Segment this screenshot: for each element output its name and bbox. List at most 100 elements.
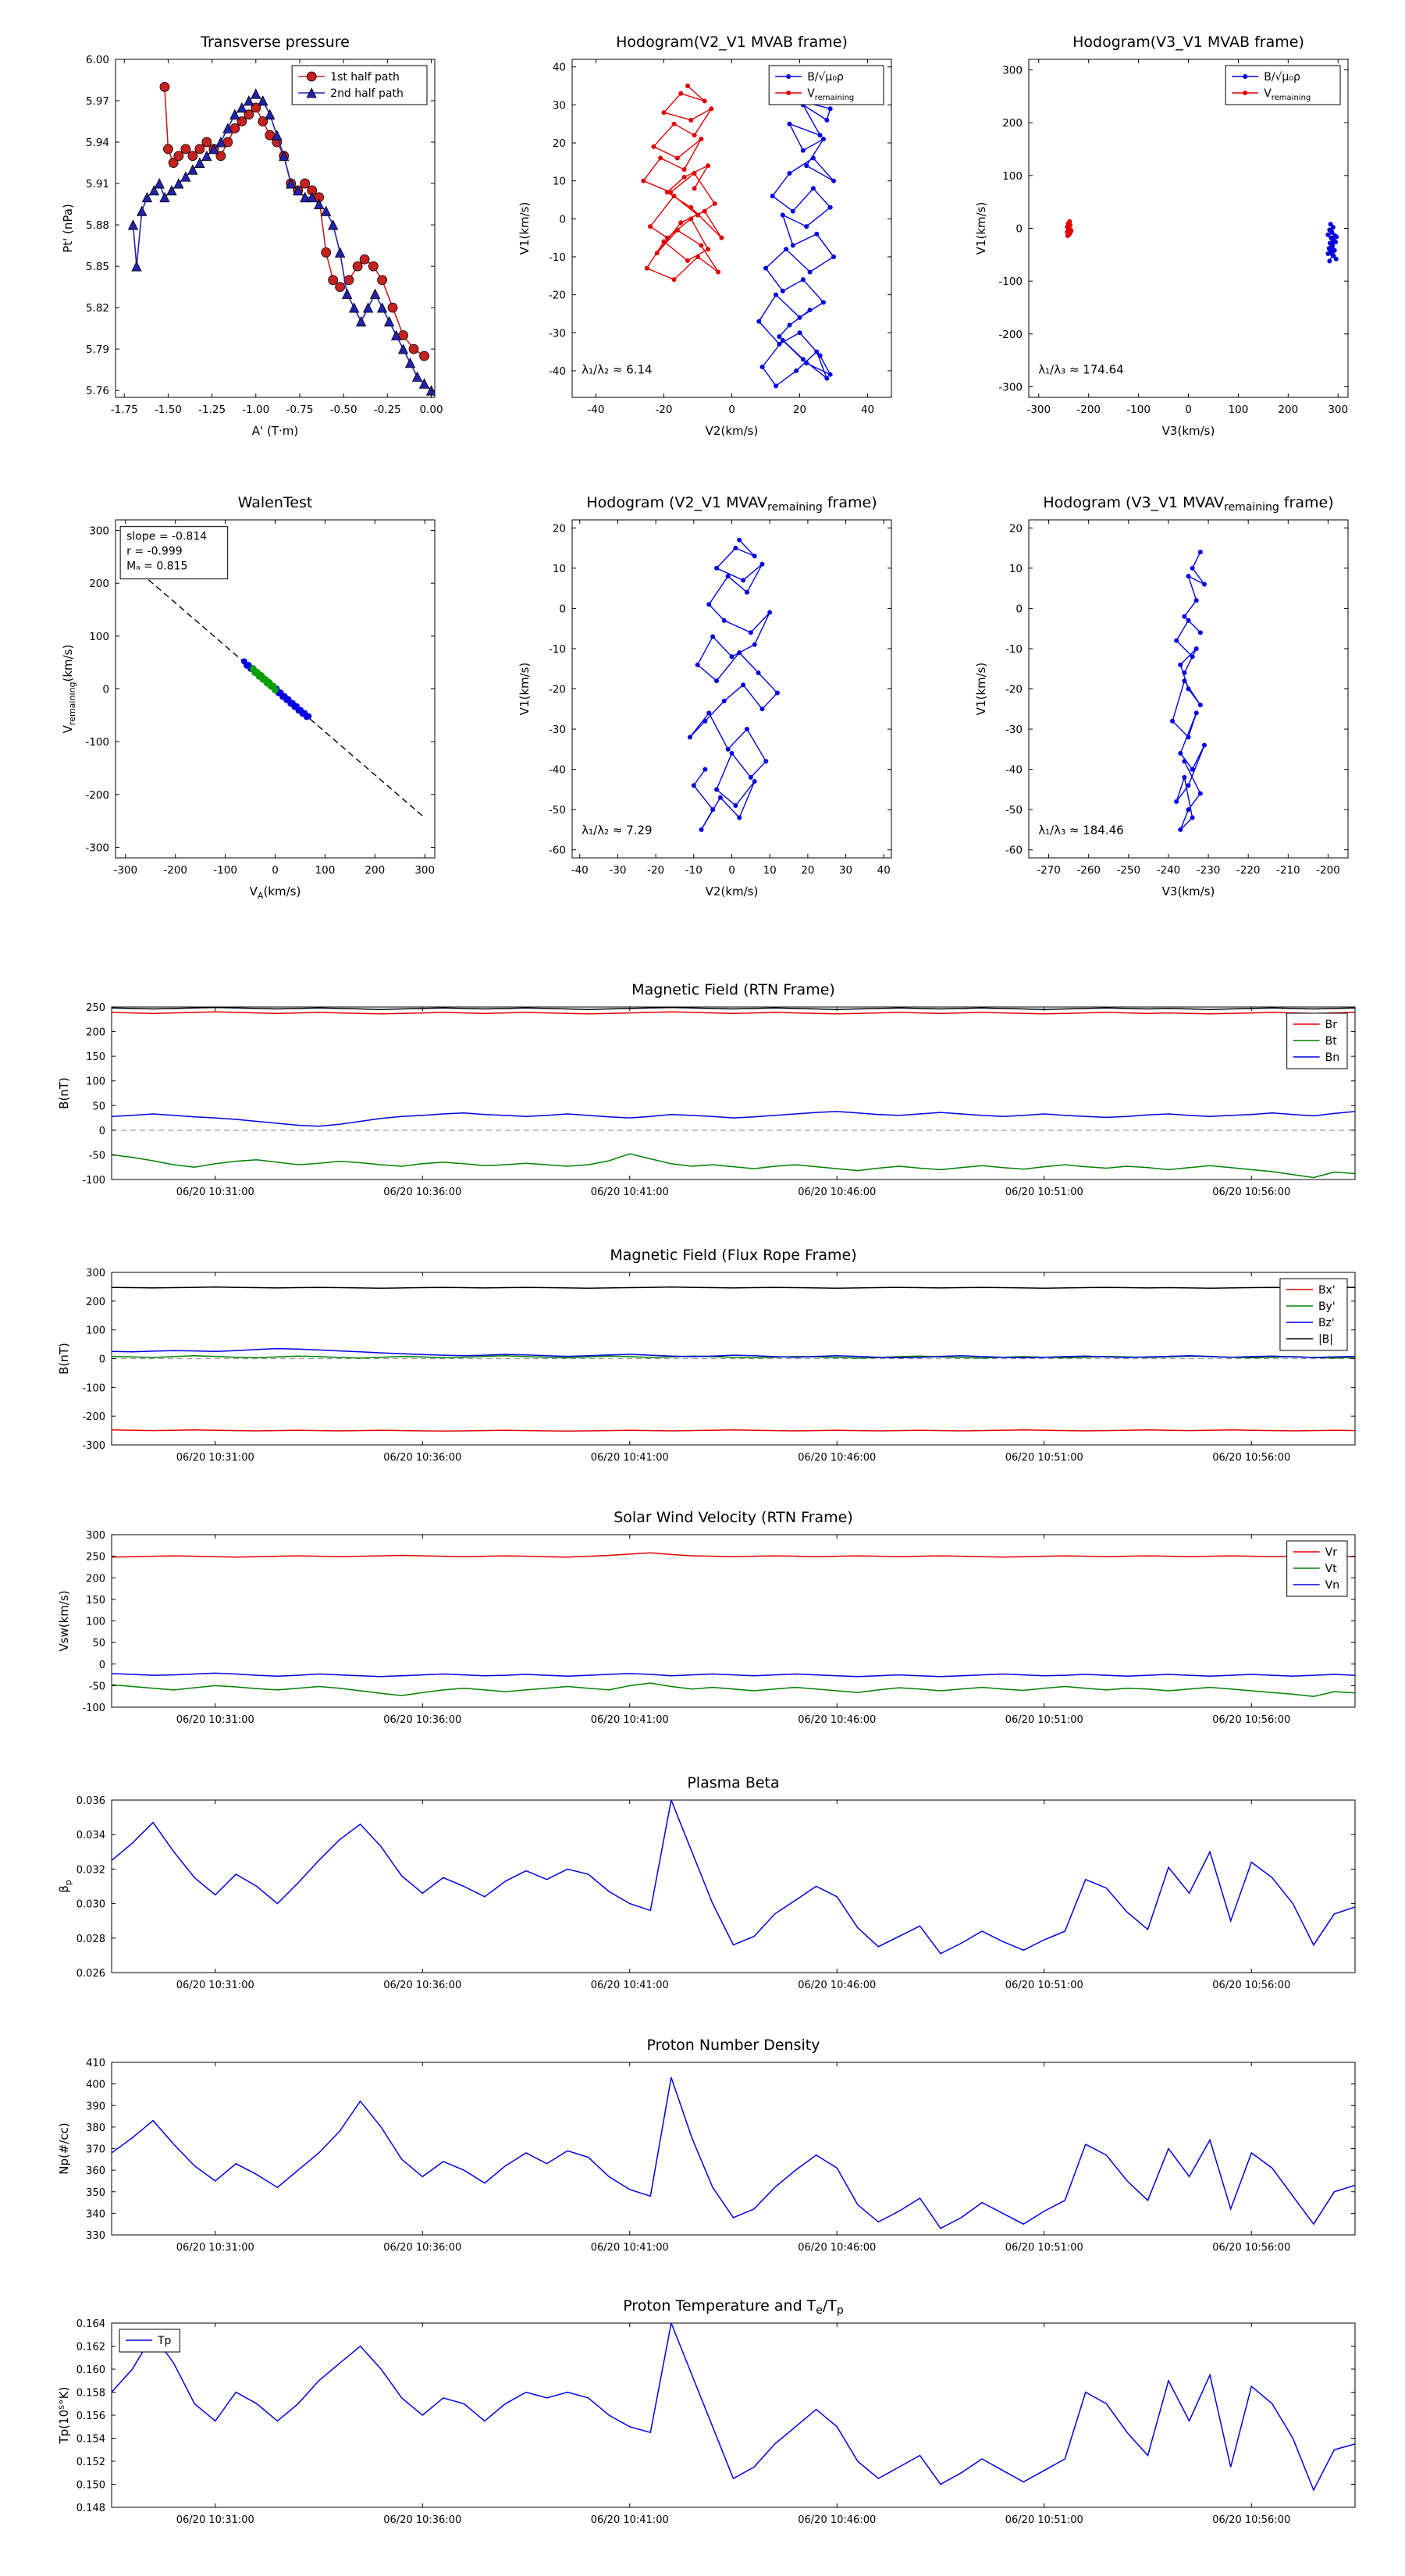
hodogram-v2v1-mvav-v-hodogram: [689, 539, 778, 831]
svg-text:-50: -50: [89, 1681, 105, 1692]
svg-text:5.79: 5.79: [86, 343, 109, 356]
svg-text:0.152: 0.152: [76, 2457, 105, 2468]
svg-text:Hodogram(V3_V1 MVAB frame): Hodogram(V3_V1 MVAB frame): [1072, 34, 1304, 51]
svg-text:-20: -20: [647, 864, 664, 877]
svg-text:Vn: Vn: [1325, 1579, 1339, 1592]
svg-text:V2(km/s): V2(km/s): [706, 424, 759, 438]
svg-text:0: 0: [1016, 223, 1023, 236]
svg-text:-20: -20: [1005, 684, 1023, 696]
vsw-rtn-vn: [112, 1672, 1355, 1678]
svg-text:Hodogram(V2_V1 MVAB frame): Hodogram(V2_V1 MVAB frame): [616, 34, 848, 51]
plot-hodogram-v2v1-mvav: -40 -30 -20 -10 0 10 20 30 40 -60 -50 -40 -30 -20 -10 0…: [503, 482, 905, 908]
mag-rtn-b-magnitude: [112, 1007, 1355, 1010]
svg-text:-0.50: -0.50: [330, 404, 357, 416]
svg-text:-1.75: -1.75: [111, 404, 138, 416]
svg-text:-240: -240: [1157, 864, 1181, 877]
svg-text:06/20 10:36:00: 06/20 10:36:00: [383, 1452, 461, 1464]
svg-text:400: 400: [86, 2080, 105, 2091]
svg-text:-200: -200: [1316, 864, 1340, 877]
svg-text:06/20 10:56:00: 06/20 10:56:00: [1212, 2242, 1290, 2254]
svg-text:06/20 10:36:00: 06/20 10:36:00: [383, 2242, 461, 2254]
svg-text:250: 250: [86, 1552, 105, 1564]
svg-text:0.034: 0.034: [76, 1830, 105, 1841]
svg-text:-200: -200: [85, 789, 109, 802]
svg-text:-100: -100: [998, 276, 1023, 288]
chart-svg-proton-density: 06/20 10:31:00 06/20 10:36:00 06/20 10:41:…: [57, 2037, 1356, 2254]
svg-text:100: 100: [1002, 170, 1023, 183]
svg-text:-200: -200: [998, 329, 1023, 341]
plot-magnetic-field-fluxrope: 06/20 10:31:00 06/20 10:36:00 06/20 10:41:…: [43, 1243, 1366, 1481]
svg-text:-100: -100: [82, 1175, 105, 1187]
svg-text:-20: -20: [655, 404, 672, 416]
mag-rtn-bn: [112, 1111, 1355, 1127]
svg-text:5.97: 5.97: [86, 95, 109, 108]
svg-text:V2(km/s): V2(km/s): [706, 884, 759, 898]
svg-text:10: 10: [763, 864, 777, 877]
svg-text:06/20 10:46:00: 06/20 10:46:00: [798, 1714, 876, 1726]
svg-text:06/20 10:46:00: 06/20 10:46:00: [798, 2514, 876, 2526]
svg-text:100: 100: [86, 1325, 105, 1337]
plasma-beta-beta-p: [112, 1800, 1355, 1955]
svg-text:-30: -30: [549, 327, 566, 340]
svg-text:06/20 10:36:00: 06/20 10:36:00: [383, 2514, 461, 2526]
svg-text:370: 370: [86, 2144, 105, 2156]
vsw-rtn-vr: [112, 1552, 1355, 1558]
svg-text:-50: -50: [89, 1150, 105, 1162]
svg-text:-10: -10: [685, 864, 702, 877]
svg-text:λ₁/λ₂ ≈ 7.29: λ₁/λ₂ ≈ 7.29: [582, 824, 652, 838]
svg-text:06/20 10:31:00: 06/20 10:31:00: [176, 1187, 254, 1198]
svg-text:-300: -300: [113, 864, 137, 877]
plot-proton-temperature: 06/20 10:31:00 06/20 10:36:00 06/20 10:41:…: [43, 2293, 1366, 2543]
svg-text:2nd half path: 2nd half path: [330, 87, 404, 100]
svg-text:0.036: 0.036: [76, 1795, 105, 1807]
svg-text:B/√μ₀ρ: B/√μ₀ρ: [807, 71, 844, 84]
svg-text:340: 340: [86, 2208, 105, 2220]
svg-text:r = -0.999: r = -0.999: [126, 546, 183, 558]
svg-text:20: 20: [793, 404, 806, 416]
hodogram-v2v1-mvab-v-remaining: [642, 85, 722, 281]
svg-text:200: 200: [89, 578, 109, 590]
svg-text:06/20 10:31:00: 06/20 10:31:00: [176, 1980, 254, 1991]
svg-text:λ₁/λ₃ ≈ 174.64: λ₁/λ₃ ≈ 174.64: [1038, 363, 1123, 377]
svg-text:150: 150: [86, 1595, 105, 1606]
svg-text:Vt: Vt: [1325, 1563, 1338, 1575]
chart-svg-mag-fluxrope: 06/20 10:31:00 06/20 10:36:00 06/20 10:41:…: [57, 1247, 1356, 1464]
svg-text:Vremaining(km/s): Vremaining(km/s): [61, 645, 77, 734]
svg-text:V1(km/s): V1(km/s): [974, 663, 988, 716]
svg-text:150: 150: [86, 1051, 105, 1063]
svg-text:0.156: 0.156: [76, 2411, 105, 2422]
svg-text:06/20 10:56:00: 06/20 10:56:00: [1212, 1452, 1290, 1464]
svg-text:|B|: |B|: [1318, 1333, 1333, 1346]
svg-text:0.148: 0.148: [76, 2503, 105, 2514]
svg-text:10: 10: [553, 563, 566, 575]
chart-svg-hodogram-v2v1-mvav: -40 -30 -20 -10 0 10 20 30 40 -60 -50 -40 -30 -20 -10 0…: [518, 494, 892, 898]
svg-text:200: 200: [1278, 404, 1298, 416]
svg-text:-300: -300: [1026, 404, 1051, 416]
svg-text:06/20 10:56:00: 06/20 10:56:00: [1212, 1980, 1290, 1991]
svg-text:-10: -10: [1005, 643, 1023, 656]
svg-text:WalenTest: WalenTest: [238, 494, 313, 511]
svg-text:0.164: 0.164: [76, 2318, 105, 2330]
svg-text:06/20 10:51:00: 06/20 10:51:00: [1005, 1452, 1083, 1464]
svg-text:300: 300: [414, 864, 435, 877]
svg-text:-10: -10: [549, 643, 566, 656]
svg-text:Transverse pressure: Transverse pressure: [200, 34, 350, 51]
svg-text:V1(km/s): V1(km/s): [974, 202, 988, 255]
svg-text:-60: -60: [1005, 845, 1023, 857]
plot-plasma-beta: 06/20 10:31:00 06/20 10:36:00 06/20 10:41:…: [43, 1770, 1366, 2008]
svg-text:0.154: 0.154: [76, 2434, 105, 2446]
svg-text:-60: -60: [549, 845, 566, 857]
svg-text:Magnetic Field (RTN Frame): Magnetic Field (RTN Frame): [631, 981, 835, 998]
svg-text:0: 0: [99, 1660, 105, 1671]
svg-text:-300: -300: [82, 1440, 105, 1452]
svg-text:-30: -30: [1005, 724, 1023, 736]
svg-text:250: 250: [86, 1002, 105, 1014]
chart-svg-hodogram-v2v1-mvab: -40 -20 0 20 40 -40 -30 -20 -10 0 10 20 30 40 V2(km/s)…: [518, 34, 892, 438]
svg-text:0: 0: [272, 864, 279, 877]
svg-text:-300: -300: [85, 841, 109, 854]
plot-hodogram-v3v1-mvav: -270 -260 -250 -240 -230 -220 -210 -200 -60 -50 -4…: [960, 482, 1362, 908]
vsw-rtn-vt: [112, 1682, 1355, 1697]
svg-text:0.162: 0.162: [76, 2342, 105, 2354]
svg-text:Bz': Bz': [1318, 1317, 1335, 1329]
